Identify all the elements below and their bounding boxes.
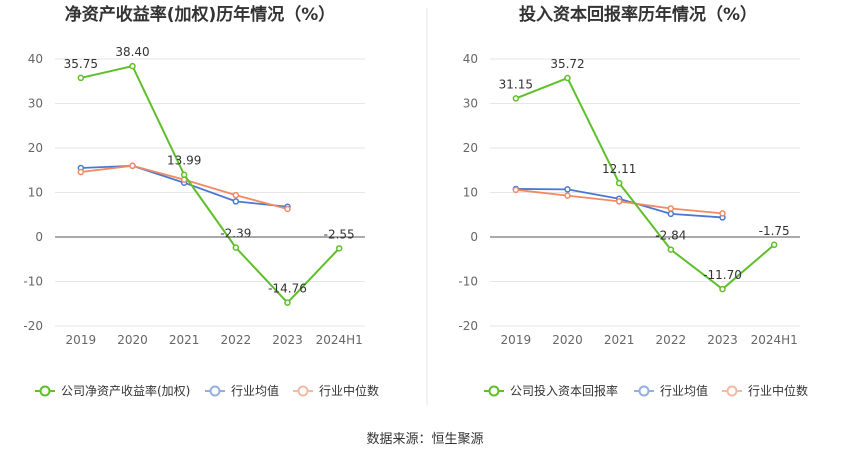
data-point <box>232 198 240 205</box>
data-point <box>667 205 675 212</box>
y-tick-label: -20 <box>23 319 43 333</box>
data-point <box>180 171 188 178</box>
legend-marker <box>638 385 650 397</box>
legend-item[interactable]: 公司投入资本回报率 <box>484 383 618 398</box>
data-point <box>667 246 675 253</box>
data-point <box>564 192 571 199</box>
legend-item[interactable]: 行业中位数 <box>293 383 379 398</box>
data-label: -14.76 <box>268 282 307 296</box>
data-point <box>564 186 571 193</box>
data-label: -2.39 <box>220 227 251 241</box>
data-label: -11.70 <box>703 268 742 282</box>
x-tick-label: 2021 <box>169 333 200 347</box>
data-point <box>564 74 571 82</box>
data-label: -2.84 <box>655 229 686 243</box>
legend-label: 行业均值 <box>660 383 708 398</box>
series-line <box>80 65 340 304</box>
x-tick-label: 2024H1 <box>751 333 798 347</box>
x-tick-label: 2020 <box>117 333 148 347</box>
y-tick-label: -10 <box>458 275 478 289</box>
data-label: 38.40 <box>115 45 149 59</box>
x-tick-label: 2023 <box>707 333 738 347</box>
data-point <box>615 198 623 205</box>
y-tick-label: 10 <box>463 186 478 200</box>
y-tick-label: 30 <box>463 97 478 111</box>
data-label: 35.75 <box>64 57 98 71</box>
data-point <box>232 191 240 199</box>
legend-marker <box>726 385 738 397</box>
legend-label: 行业均值 <box>231 383 279 398</box>
data-point <box>615 179 623 187</box>
chart-roic: 投入资本回报率历年情况（%） 40 30 20 10 0 -10 -20 2019 2020 202… <box>458 4 808 398</box>
y-tick-label: -20 <box>458 319 478 333</box>
legend-label: 行业中位数 <box>319 383 379 398</box>
chart-title: 投入资本回报率历年情况（%） <box>519 4 757 25</box>
x-tick-label: 2019 <box>66 333 97 347</box>
data-point <box>284 299 291 306</box>
data-point <box>129 162 136 170</box>
legend-label: 公司投入资本回报率 <box>510 383 618 398</box>
data-label: 35.72 <box>550 57 584 71</box>
y-tick-label: 30 <box>28 97 43 111</box>
legend-marker <box>39 385 51 397</box>
data-label: 31.15 <box>499 77 533 91</box>
y-tick-label: 40 <box>463 52 478 66</box>
legend-item[interactable]: 行业均值 <box>205 383 279 398</box>
data-point <box>232 244 240 251</box>
legend-marker <box>297 385 309 397</box>
x-tick-label: 2020 <box>552 333 583 347</box>
x-tick-label: 2019 <box>501 333 532 347</box>
data-label: 12.11 <box>602 162 636 176</box>
legend-item[interactable]: 行业均值 <box>634 383 708 398</box>
data-point <box>129 62 136 70</box>
x-tick-label: 2021 <box>604 333 635 347</box>
data-point <box>719 285 726 293</box>
data-point <box>77 168 85 176</box>
legend-label: 行业中位数 <box>748 383 808 398</box>
x-tick-label: 2022 <box>221 333 252 347</box>
y-tick-label: 20 <box>28 141 43 155</box>
data-point <box>335 245 343 252</box>
data-point <box>284 205 291 213</box>
y-tick-label: 10 <box>28 186 43 200</box>
data-source: 数据来源：恒生聚源 <box>366 432 484 447</box>
data-point <box>770 241 778 249</box>
legend-item[interactable]: 公司净资产收益率(加权) <box>35 383 190 398</box>
x-tick-label: 2024H1 <box>316 333 363 347</box>
y-tick-label: 0 <box>470 230 478 244</box>
series-line <box>515 77 775 291</box>
y-tick-label: -10 <box>23 275 43 289</box>
data-point <box>667 210 675 218</box>
legend-marker <box>488 385 500 397</box>
y-tick-label: 20 <box>463 141 478 155</box>
data-point <box>512 95 520 102</box>
data-label: -1.75 <box>759 224 790 238</box>
y-tick-label: 0 <box>35 230 43 244</box>
legend-marker <box>209 385 221 397</box>
x-tick-label: 2023 <box>272 333 303 347</box>
data-label: -2.55 <box>324 227 355 241</box>
legend-item[interactable]: 行业中位数 <box>722 383 808 398</box>
data-label: 13.99 <box>167 154 201 168</box>
y-tick-label: 40 <box>28 52 43 66</box>
data-point <box>719 210 726 217</box>
chart-title: 净资产收益率(加权)历年情况（%） <box>65 4 336 25</box>
x-tick-label: 2022 <box>656 333 687 347</box>
chart-roe: 净资产收益率(加权)历年情况（%） 40 30 20 10 0 -10 -20 2019 2020… <box>23 4 379 398</box>
data-point <box>512 186 520 194</box>
legend-label: 公司净资产收益率(加权) <box>61 383 190 398</box>
data-point <box>77 74 85 82</box>
